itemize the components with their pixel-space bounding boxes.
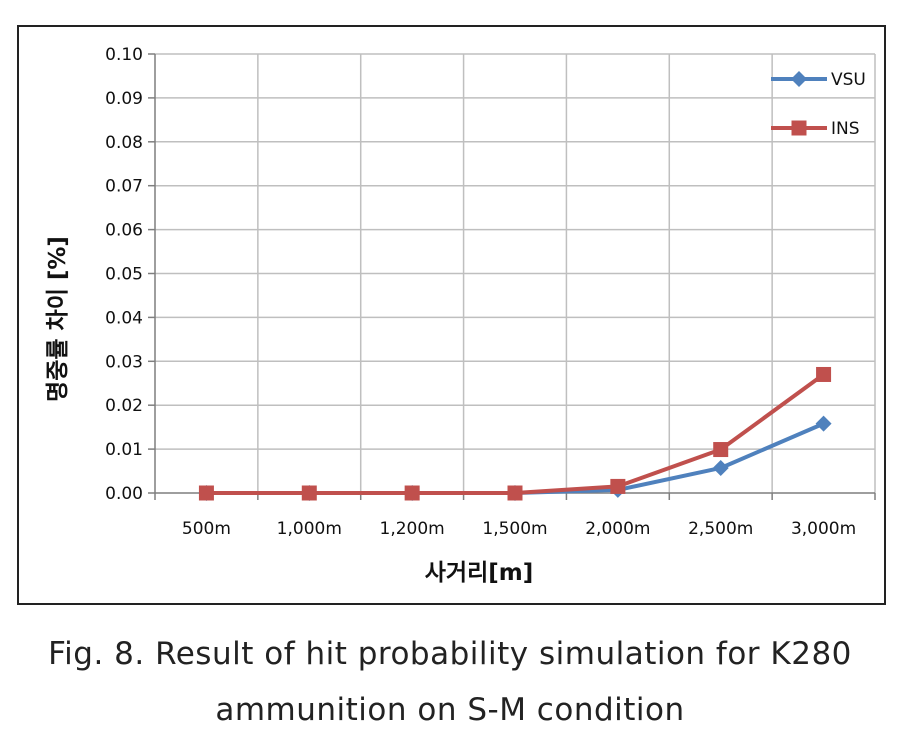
legend: VSU INS bbox=[771, 70, 866, 139]
x-tick-label: 1,200m bbox=[380, 519, 445, 539]
data-point-ins bbox=[507, 485, 523, 501]
y-tick-label: 0.04 bbox=[105, 308, 143, 328]
data-point-vsu bbox=[712, 459, 729, 476]
x-tick-label: 2,000m bbox=[585, 519, 650, 539]
grid-lines bbox=[155, 53, 876, 493]
y-tick-label: 0.02 bbox=[105, 396, 143, 416]
y-tick-label: 0.06 bbox=[105, 221, 143, 241]
x-tick-label: 500m bbox=[182, 519, 231, 539]
chart-frame: 0.00 0.01 0.02 0.03 0.04 0.05 0.06 0.07 0.08 0.09… bbox=[17, 25, 886, 605]
x-tick-label: 1,500m bbox=[482, 519, 547, 539]
legend-marker-vsu bbox=[791, 71, 807, 87]
series bbox=[198, 366, 832, 501]
x-tick-label: 2,500m bbox=[688, 519, 753, 539]
y-tick-labels: 0.00 0.01 0.02 0.03 0.04 0.05 0.06 0.07 0.08 0.09… bbox=[105, 45, 143, 504]
y-tick-label: 0.01 bbox=[105, 440, 143, 460]
data-point-ins bbox=[301, 485, 317, 501]
y-tick-label: 0.00 bbox=[105, 484, 143, 504]
data-point-ins bbox=[198, 485, 214, 501]
legend-label-vsu: VSU bbox=[831, 70, 866, 90]
y-tick-label: 0.07 bbox=[105, 177, 143, 197]
axes bbox=[148, 53, 876, 500]
x-tick-label: 1,000m bbox=[277, 519, 342, 539]
legend-marker-ins bbox=[791, 120, 807, 136]
series-line-vsu bbox=[206, 421, 825, 495]
data-point-ins bbox=[816, 366, 832, 382]
figure-caption-line-1: Fig. 8. Result of hit probability simula… bbox=[48, 636, 852, 672]
series-line-ins bbox=[206, 372, 825, 495]
y-tick-label: 0.10 bbox=[105, 45, 143, 65]
y-tick-label: 0.03 bbox=[105, 352, 143, 372]
data-point-vsu bbox=[815, 415, 832, 432]
data-point-ins bbox=[713, 442, 729, 458]
line-chart: 0.00 0.01 0.02 0.03 0.04 0.05 0.06 0.07 0.08 0.09… bbox=[45, 45, 876, 586]
legend-label-ins: INS bbox=[831, 119, 860, 139]
y-tick-label: 0.08 bbox=[105, 133, 143, 153]
x-tick-labels: 500m 1,000m 1,200m 1,500m 2,000m 2,500m 3,000m bbox=[182, 519, 856, 539]
x-tick-label: 3,000m bbox=[791, 519, 856, 539]
x-axis-title: 사거리[m] bbox=[425, 560, 533, 586]
data-point-ins bbox=[610, 478, 626, 494]
figure-caption-line-2: ammunition on S-M condition bbox=[215, 692, 685, 728]
y-tick-label: 0.09 bbox=[105, 89, 143, 109]
y-axis-title: 명중률 차이 [%] bbox=[45, 236, 71, 402]
data-point-ins bbox=[404, 485, 420, 501]
y-tick-label: 0.05 bbox=[105, 265, 143, 285]
